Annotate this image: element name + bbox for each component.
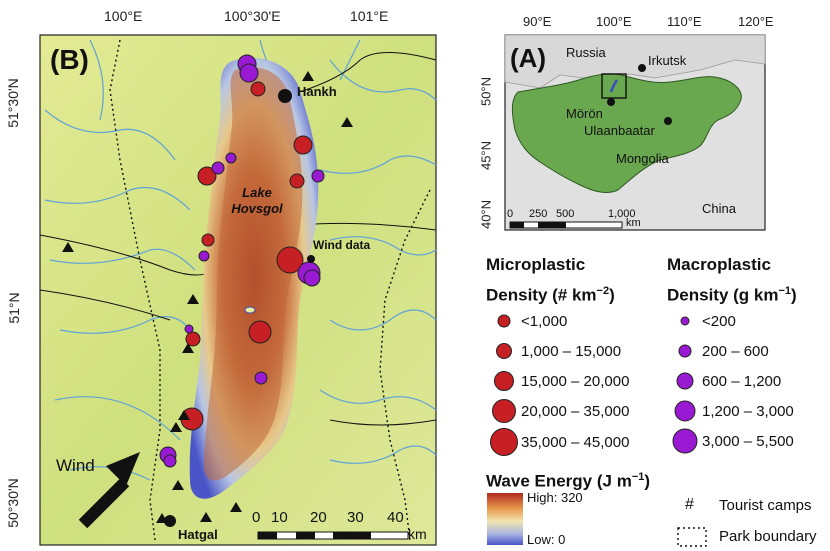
macro-item-2: 200 – 600	[668, 339, 769, 363]
macro-title-1: Macroplastic	[667, 255, 771, 274]
micro-item-3: 15,000 – 20,000	[487, 369, 629, 393]
lake-inset	[609, 79, 619, 93]
tick-a-45n: 45°N	[478, 140, 494, 171]
park-boundary-east	[379, 189, 431, 541]
hankh-label: Hankh	[297, 84, 337, 99]
tick-a-110e: 110°E	[667, 14, 702, 29]
mongolia-shape	[511, 73, 742, 193]
wind-arrow	[78, 452, 140, 529]
hatgal-label: Hatgal	[178, 527, 218, 542]
mongolia-label: Mongolia	[616, 151, 669, 166]
ulaanbaatar-label: Ulaanbaatar	[584, 123, 655, 138]
macro-swatch-5	[672, 428, 698, 454]
macroplastic-markers	[159, 54, 325, 468]
scale-b-unit: km	[408, 526, 427, 542]
microplastic-markers	[180, 81, 313, 431]
irkutsk-label: Irkutsk	[648, 53, 687, 68]
scale-b-10: 10	[271, 509, 288, 526]
russia-label: Russia	[566, 45, 606, 60]
wave-high-label: High: 320	[527, 490, 583, 505]
tick-a-120e: 120°E	[738, 14, 774, 29]
scale-bar-b	[257, 531, 409, 540]
wave-energy-colorbar	[487, 493, 523, 545]
tick-top-100-30e: 100°30'E	[224, 8, 281, 24]
micro-item-4: 20,000 – 35,000	[487, 399, 629, 423]
scale-a-1000: 1,000	[608, 208, 636, 220]
tick-top-100e: 100°E	[104, 8, 143, 24]
china-label: China	[702, 201, 736, 216]
scale-a-unit: km	[626, 217, 641, 229]
macro-swatch-2	[678, 344, 692, 358]
panel-b-label: (B)	[50, 44, 89, 75]
macro-item-5: 3,000 – 5,500	[668, 428, 794, 454]
tourist-camps	[62, 71, 353, 523]
scale-a-0: 0	[507, 208, 514, 220]
scale-a-250: 250	[529, 208, 548, 220]
macro-item-4: 1,200 – 3,000	[668, 399, 794, 423]
micro-title-2: Density (# km−2)	[486, 285, 615, 305]
tick-a-50n: 50°N	[478, 76, 494, 107]
panel-a-label: (A)	[510, 43, 547, 73]
hatgal-dot	[164, 515, 176, 527]
tick-a-40n: 40°N	[478, 199, 494, 230]
tourist-camps-icon: #	[685, 496, 694, 513]
micro-item-5: 35,000 – 45,000	[487, 428, 629, 456]
macro-item-3: 600 – 1,200	[668, 369, 781, 393]
micro-title-1: Microplastic	[486, 255, 586, 274]
wind-data-dot	[307, 255, 315, 263]
wave-title: Wave Energy (J m−1)	[486, 471, 651, 491]
wind-data-label: Wind data	[313, 238, 371, 252]
moron-label: Mörön	[566, 106, 603, 121]
hankh-dot	[278, 89, 292, 103]
scale-b-0: 0	[252, 509, 261, 526]
wave-low-label: Low: 0	[527, 532, 566, 547]
scale-b-30: 30	[347, 509, 364, 526]
macro-swatch-4	[674, 400, 696, 422]
micro-item-2: 1,000 – 15,000	[487, 339, 621, 363]
macro-swatch-3	[676, 372, 694, 390]
lake-label: Lake Hovsgol	[231, 185, 283, 216]
tick-a-90e: 90°E	[523, 14, 552, 29]
micro-swatch-5	[490, 428, 518, 456]
micro-item-1: <1,000	[487, 309, 567, 333]
tick-a-100e: 100°E	[596, 14, 632, 29]
wind-label: Wind	[56, 456, 95, 475]
study-area-box	[601, 73, 627, 99]
micro-swatch-3	[494, 371, 514, 391]
lake-island	[244, 306, 256, 314]
tourist-camps-label: Tourist camps	[719, 497, 812, 514]
scale-b-20: 20	[310, 509, 327, 526]
park-boundary-label: Park boundary	[719, 528, 817, 545]
scale-a-500: 500	[556, 208, 575, 220]
micro-swatch-1	[497, 314, 511, 328]
park-boundary-symbol	[677, 527, 707, 547]
micro-swatch-2	[496, 343, 512, 359]
rivers	[44, 39, 437, 481]
micro-swatch-4	[492, 399, 516, 423]
tick-top-101e: 101°E	[350, 8, 389, 24]
macro-title-2: Density (g km−1)	[667, 285, 797, 305]
scale-bar-a	[509, 221, 623, 229]
scale-b-40: 40	[387, 509, 404, 526]
macro-swatch-1	[680, 316, 690, 326]
macro-item-1: <200	[668, 309, 736, 333]
